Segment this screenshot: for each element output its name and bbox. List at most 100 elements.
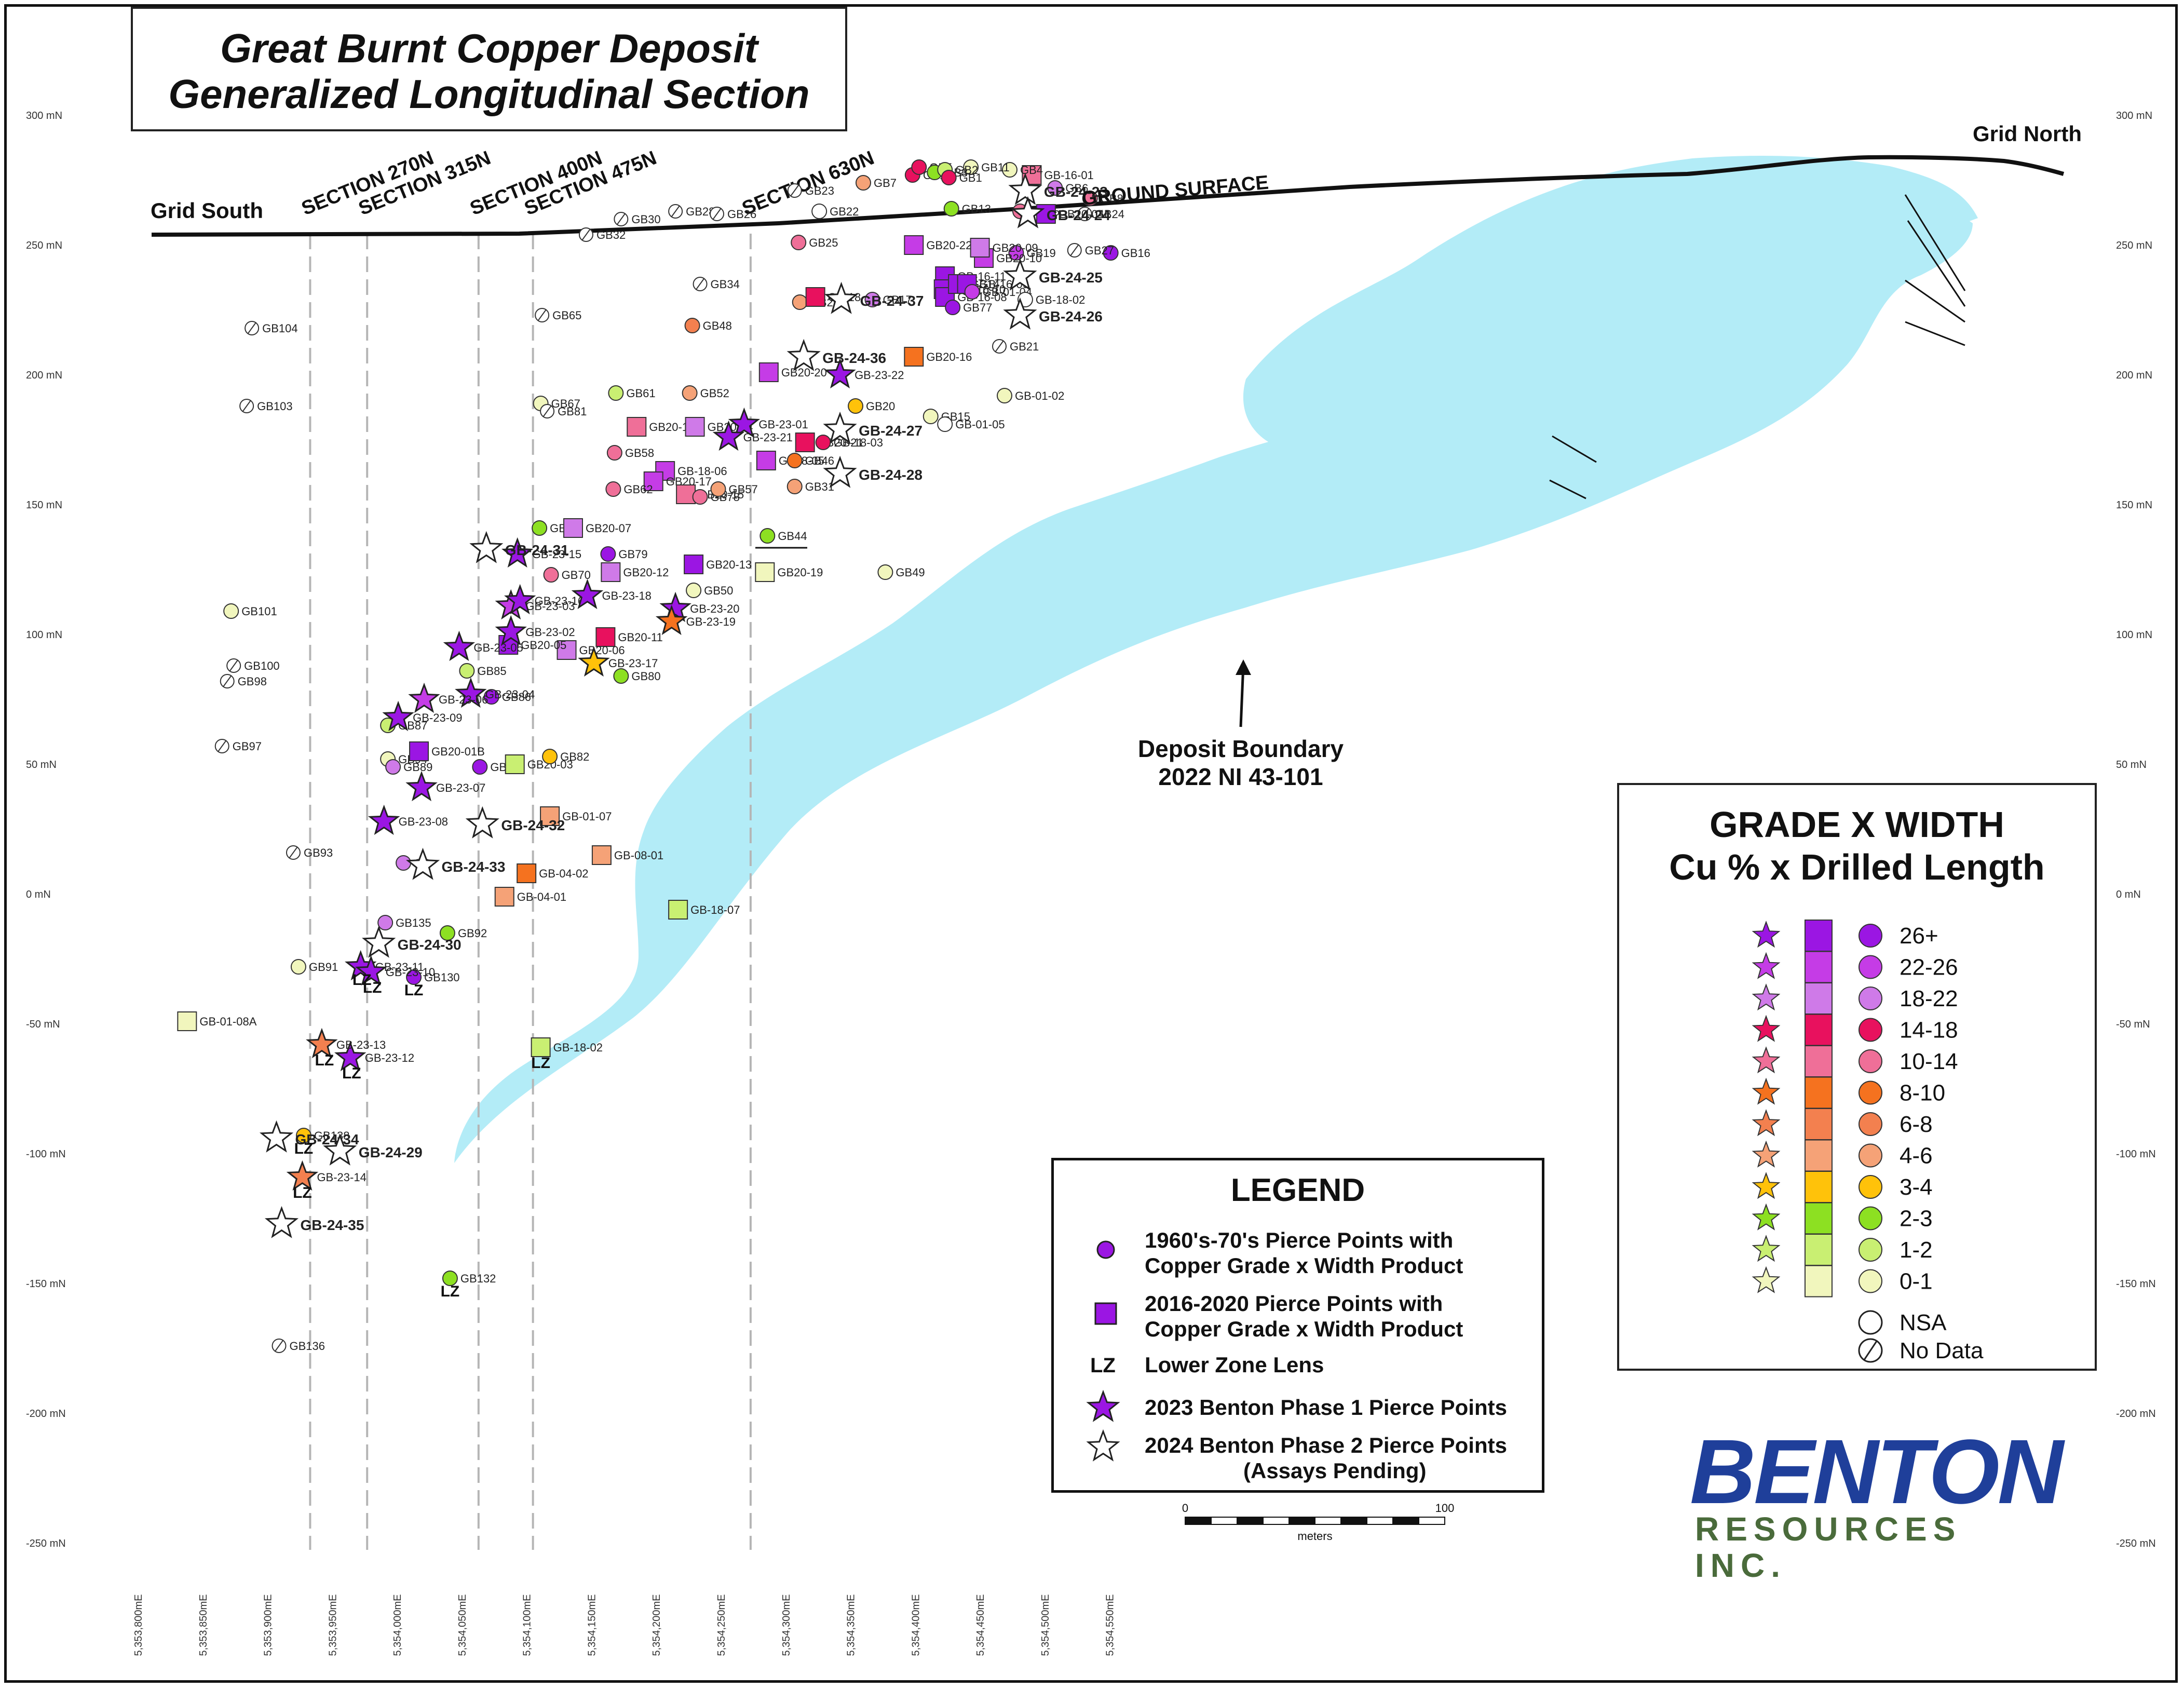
legend-star-2024-symbol [1086,1429,1120,1462]
pierce-point-square-gb-01-08a-107 [177,1011,197,1031]
pierce-point-circle-gb6-1 [1047,180,1063,196]
pierce-point-label-gb-16-01-8: GB-16-01 [1044,169,1093,182]
pierce-point-label-gb-18-02-30: GB-18-02 [1036,293,1085,306]
pierce-point-nodata-slash-gb34-54 [695,278,705,290]
pierce-point-circle-gb61-59 [608,385,624,401]
pierce-point-label-gb-23-13-132: GB-23-13 [336,1038,386,1051]
x-tick-5-354-500me: 5,354,500mE [1040,1595,1051,1656]
lz-label-4: LZ [404,982,424,999]
lz-label-5: LZ [531,1055,550,1072]
pierce-point-label-gb44-48: GB44 [778,530,807,543]
scale-bar-min: 0 [1182,1502,1188,1515]
x-tick-5-354-200me: 5,354,200mE [651,1595,662,1656]
pierce-point-open-star-gb-24-37-142 [824,281,859,314]
deposit-boundary-upper [1243,156,1978,453]
pierce-point-label-gb103-105: GB103 [257,400,293,413]
pierce-point-square-gb20-14-62 [685,417,705,437]
pierce-point-label-gb104-106: GB104 [262,322,298,335]
pierce-point-label-gb1-17: GB1 [959,171,982,184]
grade-width-subtitle: Cu % x Drilled Length [1669,847,2044,887]
gw-circle-3-4 [1859,1175,1882,1199]
pierce-point-circle-gb138-109 [295,1128,311,1143]
legend-star-2023-symbol [1086,1389,1120,1422]
scale-bar-segment-6 [1340,1517,1367,1525]
y-tick-left-300-mn: 300 mN [26,110,62,121]
y-tick-right-50-mn: -50 mN [2116,1019,2150,1030]
pierce-point-label-gb-23-04-117: GB-23-04 [485,688,535,701]
pierce-point-circle-gb58-63 [606,445,622,461]
y-tick-left-200-mn: -200 mN [26,1408,66,1420]
pierce-point-star-gb-23-04-117 [455,677,487,708]
pierce-point-square-gb20-15-66 [676,484,696,504]
pierce-point-circle-gb79-72 [600,546,616,562]
pierce-point-star-gb-23-18-122 [571,578,604,610]
pierce-point-label-gb-23-21-127: GB-23-21 [743,431,792,444]
grid-south-label: Grid South [151,198,263,223]
pierce-point-label-gb11-12: GB11 [981,161,1010,174]
pierce-point-label-gb20-07-71: GB20-07 [586,522,631,535]
pierce-point-circle-gb132-110 [442,1271,458,1286]
ground-surface-line [151,155,2065,237]
pierce-point-label-gb57-69: GB57 [728,483,757,496]
gw-star-3-4 [1752,1172,1781,1199]
pierce-point-circle-gb11-12 [963,159,979,175]
pierce-point-label-gb17-36: GB17 [883,293,912,306]
legend-star-filled [1086,1389,1120,1422]
lz-label-1: LZ [363,979,382,996]
gw-range-0-1: 0-1 [1900,1269,1933,1294]
gw-square-2-3 [1805,1202,1833,1235]
pierce-point-label-gb21-10: GB21 [1010,340,1039,353]
scale-bar-segment-5 [1314,1517,1341,1525]
pierce-point-label-gb20-01b-86: GB20-01B [431,745,485,758]
gw-square-8-10 [1805,1076,1833,1109]
pierce-point-nodata-slash-gb27-4 [1069,244,1079,256]
pierce-point-circle-gb4-9 [1001,162,1018,178]
pierce-point-label-gb-23-01-126: GB-23-01 [758,418,808,431]
pierce-point-label-gb20-11-77: GB20-11 [618,631,662,644]
pierce-point-label-gb-24-28-144: GB-24-28 [859,467,923,483]
deposit-boundary-label-1: Deposit Boundary [1138,735,1344,762]
pierce-point-star-gb-23-10-130 [355,955,387,986]
pierce-point-label-gb132-110: GB132 [460,1272,496,1285]
pierce-point-nodata-slash-gb65-56 [537,309,547,321]
gw-star-26 [1752,921,1781,948]
scale-bar-segment-3 [1263,1517,1290,1525]
pierce-point-circle-gb44-48 [759,528,776,544]
pierce-point-label-gb-24-30-137: GB-24-30 [398,937,462,953]
pierce-point-label-gb93-100: GB93 [304,846,333,859]
pierce-point-square-gb20-21-43 [795,433,815,452]
gb-24-23-leader [1904,194,1966,291]
pierce-point-label-gb20-22-20: GB20-22 [926,239,972,252]
pierce-point-square-gb-01-07-90 [540,806,560,826]
pierce-point-label-gb48-55: GB48 [703,319,732,332]
pierce-point-label-gb-24-29-140: GB-24-29 [359,1144,423,1160]
pierce-point-square-gb20-12-73 [601,562,621,582]
y-tick-left-50-mn: -50 mN [26,1019,60,1030]
y-tick-right-300-mn: 300 mN [2116,110,2152,121]
pierce-point-nodata-slash-gb104-106 [247,322,256,334]
pierce-point-square-gb20-01b-86 [409,741,429,761]
legend-item-1-line-1: 1960's-70's Pierce Points with [1145,1228,1453,1252]
x-tick-5-354-150me: 5,354,150mE [586,1595,598,1656]
pierce-point-label-gb-23-02-115: GB-23-02 [525,626,575,639]
pierce-point-label-gb65-56: GB65 [552,309,581,322]
pierce-point-label-gb-24-26-148: GB-24-26 [1039,308,1103,325]
pierce-point-label-gb49-41: GB49 [896,566,925,579]
gw-range-4-6: 4-6 [1900,1143,1933,1169]
gw-circle-22-26 [1859,955,1882,979]
pierce-point-circle-gb20-38 [848,398,864,414]
gw-range-3-4: 3-4 [1900,1174,1933,1200]
pierce-point-label-gb8-2: GB8 [1101,192,1123,205]
pierce-point-circle-gb19-5 [1008,245,1024,261]
lz-label-2: LZ [342,1065,361,1082]
pierce-point-nodata-slash-gb97-101 [217,740,227,752]
pierce-point-nodata-slash-gb98-102 [222,675,232,687]
gb-24-27-leader [1552,435,1597,463]
scale-bar: 0 100 meters [1182,1502,1454,1543]
legend-item-5-line-2: (Assays Pending) [1243,1458,1426,1483]
pierce-point-label-gb-04-02-92: GB-04-02 [539,867,588,880]
gw-star-2-3 [1752,1203,1781,1231]
pierce-point-circle-gb8-2 [1082,191,1098,206]
pierce-point-circle-gb70-74 [543,567,559,583]
